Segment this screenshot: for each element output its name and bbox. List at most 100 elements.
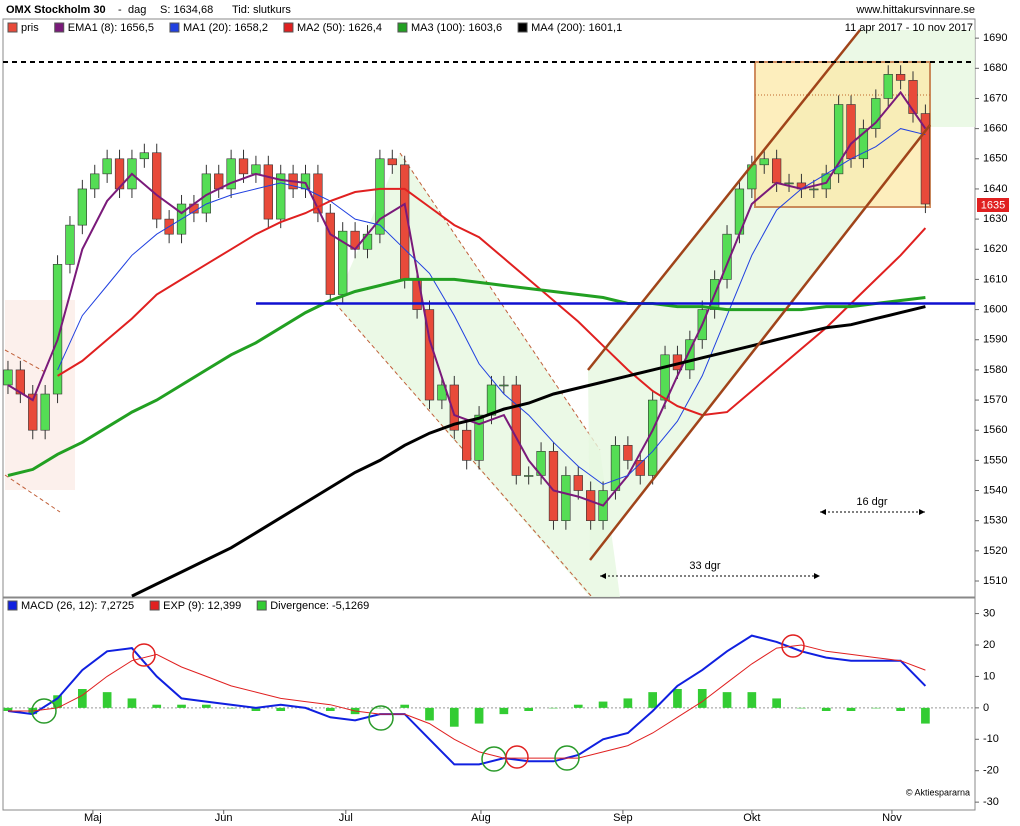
annotation: 33 dgr: [689, 560, 721, 572]
circle: [781, 634, 805, 658]
copyright: © Aktiespararna: [906, 787, 970, 797]
divergence-bar: [276, 707, 286, 711]
dash: -: [118, 4, 122, 16]
candle-body: [561, 475, 571, 521]
candle-body: [52, 264, 63, 395]
candle-body: [375, 158, 385, 235]
divergence-bar: [648, 692, 657, 708]
legend-label: EXP (9): 12,399: [163, 600, 241, 612]
divergence-bar: [623, 698, 633, 708]
circle: [505, 745, 529, 769]
divergence-bar: [400, 704, 410, 708]
divergence-bar: [3, 707, 13, 711]
candle-body: [102, 158, 112, 175]
legend-label: pris: [21, 22, 39, 34]
legend-label: MA1 (20): 1658,2: [183, 22, 268, 34]
x-tick-label: Maj: [84, 812, 102, 824]
y-tick-label: 1620: [983, 243, 1007, 255]
candle-body: [833, 104, 844, 175]
candle-body: [685, 339, 695, 371]
y-tick-label: 1670: [983, 92, 1007, 104]
candle-body: [114, 158, 125, 190]
y-tick-label: 1540: [983, 484, 1007, 496]
channel-line: [587, 29, 861, 371]
divergence-bar: [152, 704, 162, 708]
candle-body: [90, 173, 100, 190]
candle-body: [3, 369, 13, 386]
x-tick-label: Nov: [882, 812, 902, 824]
trend-line: [4, 349, 46, 373]
x-tick-label: Aug: [471, 812, 491, 824]
candle-body: [300, 173, 311, 190]
divergence-bar: [846, 707, 856, 711]
divergence-bar: [474, 707, 484, 724]
circle: [132, 643, 156, 667]
candle-body: [784, 182, 794, 185]
candle-body: [40, 393, 50, 431]
price-type: Tid: slutkurs: [232, 4, 291, 16]
candle-body: [499, 384, 509, 387]
candle-body: [238, 158, 249, 175]
y-tick-label: 1610: [983, 273, 1007, 285]
y-tick-label: -20: [983, 765, 999, 777]
legend-label: MACD (26, 12): 7,2725: [21, 600, 134, 612]
divergence-bar: [697, 689, 707, 708]
trend-line: [334, 302, 593, 598]
candle-body: [139, 152, 149, 160]
ma-line: [7, 277, 926, 477]
macd-frame: [2, 597, 976, 811]
candle-body: [871, 98, 881, 129]
y-tick-label: 1530: [983, 515, 1007, 527]
legend-swatch: [7, 22, 18, 33]
candle-body: [623, 444, 633, 461]
divergence-bar: [53, 695, 62, 708]
divergence-bar: [127, 698, 137, 708]
y-tick-label: 1590: [983, 334, 1007, 346]
y-tick-label: 1570: [983, 394, 1007, 406]
divergence-bar: [896, 707, 905, 711]
candle-body: [486, 384, 497, 416]
shade: [5, 300, 75, 490]
candle-body: [809, 188, 819, 191]
candle-body: [610, 444, 621, 491]
y-tick-label: 1680: [983, 62, 1007, 74]
y-tick-label: 1640: [983, 183, 1007, 195]
channel-line: [589, 124, 931, 561]
y-tick-label: 1660: [983, 123, 1007, 135]
y-tick-label: -10: [983, 733, 999, 745]
y-tick-label: 20: [983, 639, 995, 651]
candle-body: [524, 475, 534, 477]
candle-body: [722, 233, 732, 280]
divergence-bar: [747, 692, 757, 708]
candle-body: [846, 104, 856, 160]
ma-line: [131, 305, 926, 598]
divergence-bar: [449, 707, 459, 727]
circles: [31, 634, 805, 772]
divergence-bar: [821, 707, 831, 711]
candle-body: [65, 224, 75, 265]
candle-body: [771, 158, 782, 184]
legend-label: MA4 (200): 1601,1: [531, 22, 622, 34]
candle-body: [635, 460, 645, 476]
y-tick-label: 1580: [983, 364, 1007, 376]
legend-swatch: [54, 22, 65, 33]
candle-body: [325, 212, 335, 295]
x-tick-label: Okt: [743, 812, 760, 824]
divergence-bar: [499, 707, 509, 715]
candle-body: [586, 490, 596, 521]
y-tick-label: 1550: [983, 454, 1007, 466]
divergence-bar: [425, 707, 434, 721]
x-tick-label: Jun: [215, 812, 233, 824]
divergence-bar: [201, 704, 211, 708]
legend-label: MA3 (100): 1603,6: [411, 22, 502, 34]
candle-body: [387, 158, 397, 166]
candle-body: [908, 80, 918, 114]
candle-body: [449, 384, 459, 431]
y-tick-label: 1520: [983, 545, 1007, 557]
candle-body: [77, 188, 87, 226]
divergence-bar: [251, 707, 261, 711]
legend-swatch: [149, 600, 160, 611]
divergence-bar: [102, 692, 112, 708]
legend-swatch: [517, 22, 528, 33]
